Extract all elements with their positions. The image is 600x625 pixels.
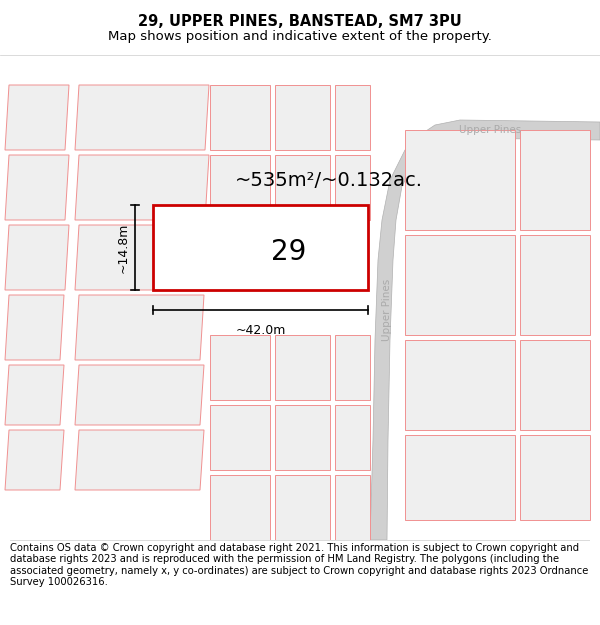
Polygon shape (520, 435, 590, 520)
Text: 29: 29 (271, 238, 306, 266)
Polygon shape (75, 225, 209, 290)
Polygon shape (210, 405, 270, 470)
Text: Contains OS data © Crown copyright and database right 2021. This information is : Contains OS data © Crown copyright and d… (10, 542, 588, 588)
Text: Upper Pines: Upper Pines (382, 279, 392, 341)
Polygon shape (405, 340, 515, 430)
Text: ~14.8m: ~14.8m (117, 222, 130, 272)
Polygon shape (5, 85, 69, 150)
Polygon shape (335, 405, 370, 470)
Polygon shape (275, 155, 330, 220)
Polygon shape (75, 85, 209, 150)
Polygon shape (210, 155, 270, 220)
Polygon shape (210, 335, 270, 400)
Polygon shape (335, 155, 370, 220)
Polygon shape (405, 235, 515, 335)
Text: Upper Pines: Upper Pines (459, 125, 521, 135)
Polygon shape (210, 85, 270, 150)
Polygon shape (335, 85, 370, 150)
Polygon shape (335, 335, 370, 400)
Polygon shape (275, 335, 330, 400)
Polygon shape (5, 295, 64, 360)
Polygon shape (5, 155, 69, 220)
Polygon shape (405, 130, 515, 230)
Polygon shape (5, 225, 69, 290)
Text: 29, UPPER PINES, BANSTEAD, SM7 3PU: 29, UPPER PINES, BANSTEAD, SM7 3PU (138, 14, 462, 29)
Polygon shape (520, 130, 590, 230)
Text: Map shows position and indicative extent of the property.: Map shows position and indicative extent… (108, 30, 492, 43)
Polygon shape (210, 475, 270, 540)
Polygon shape (75, 155, 209, 220)
Polygon shape (520, 235, 590, 335)
Polygon shape (275, 85, 330, 150)
Polygon shape (275, 475, 330, 540)
Polygon shape (5, 430, 64, 490)
Polygon shape (520, 340, 590, 430)
Polygon shape (405, 435, 515, 520)
Text: ~42.0m: ~42.0m (235, 324, 286, 337)
Polygon shape (75, 365, 204, 425)
Text: ~535m²/~0.132ac.: ~535m²/~0.132ac. (235, 171, 423, 189)
Polygon shape (335, 475, 370, 540)
Polygon shape (5, 365, 64, 425)
Polygon shape (275, 405, 330, 470)
Polygon shape (75, 295, 204, 360)
Polygon shape (370, 120, 600, 540)
Bar (153, 205, 368, 290)
Polygon shape (75, 430, 204, 490)
